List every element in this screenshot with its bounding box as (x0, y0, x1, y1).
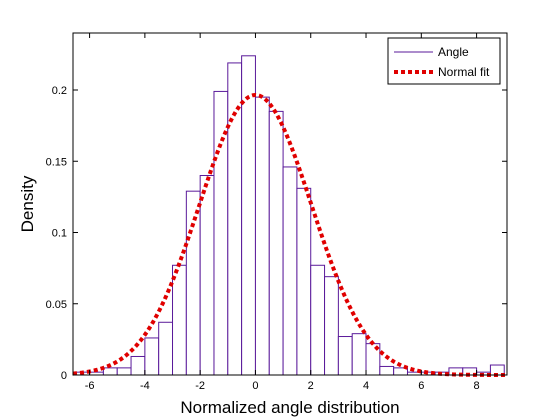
histogram-bar (130, 355, 146, 376)
y-tick-label: 0.15 (46, 156, 67, 168)
legend-label-angle: Angle (438, 45, 469, 59)
histogram-bar (324, 276, 339, 376)
y-axis-label: Density (18, 175, 37, 232)
y-tick-label: 0.2 (52, 85, 67, 97)
x-tick-label: 6 (418, 380, 424, 392)
histogram-bar (116, 367, 132, 376)
y-tick-label: 0 (61, 370, 67, 382)
legend-label-normal-fit: Normal fit (438, 65, 490, 79)
histogram-bar (351, 333, 367, 376)
x-axis-label: Normalized angle distribution (180, 398, 399, 417)
histogram-bar (310, 264, 326, 376)
legend: Angle Normal fit (387, 37, 501, 85)
histogram-bar (337, 336, 353, 376)
x-tick-label: -6 (85, 380, 95, 392)
x-tick-label: 0 (252, 380, 258, 392)
x-tick-label: 2 (308, 380, 314, 392)
x-tick-label: 4 (363, 380, 369, 392)
histogram-bar (254, 96, 270, 376)
normal-fit-line (72, 92, 507, 377)
histogram-bar (144, 337, 160, 376)
y-tick-label: 0.1 (52, 228, 67, 240)
y-tick-label: 0.05 (46, 299, 67, 311)
histogram-bar (102, 367, 118, 376)
plot-frame (72, 32, 508, 376)
x-tick-label: -4 (140, 380, 150, 392)
legend-box (387, 37, 501, 85)
histogram-bar (172, 264, 187, 376)
histogram-bar (379, 365, 395, 376)
histogram-bar (199, 175, 215, 376)
histogram-bars (75, 55, 505, 376)
histogram-bar (268, 110, 284, 376)
x-tick-label: -2 (195, 380, 205, 392)
histogram-bar (282, 166, 298, 376)
axis-ticks: -6 -4 -2 0 2 4 6 8 0 0.05 0.1 0.15 0.2 (46, 33, 507, 392)
x-tick-label: 8 (474, 380, 480, 392)
histogram-bar (158, 321, 174, 376)
histogram-bar (296, 187, 312, 376)
histogram-bar (227, 62, 243, 376)
